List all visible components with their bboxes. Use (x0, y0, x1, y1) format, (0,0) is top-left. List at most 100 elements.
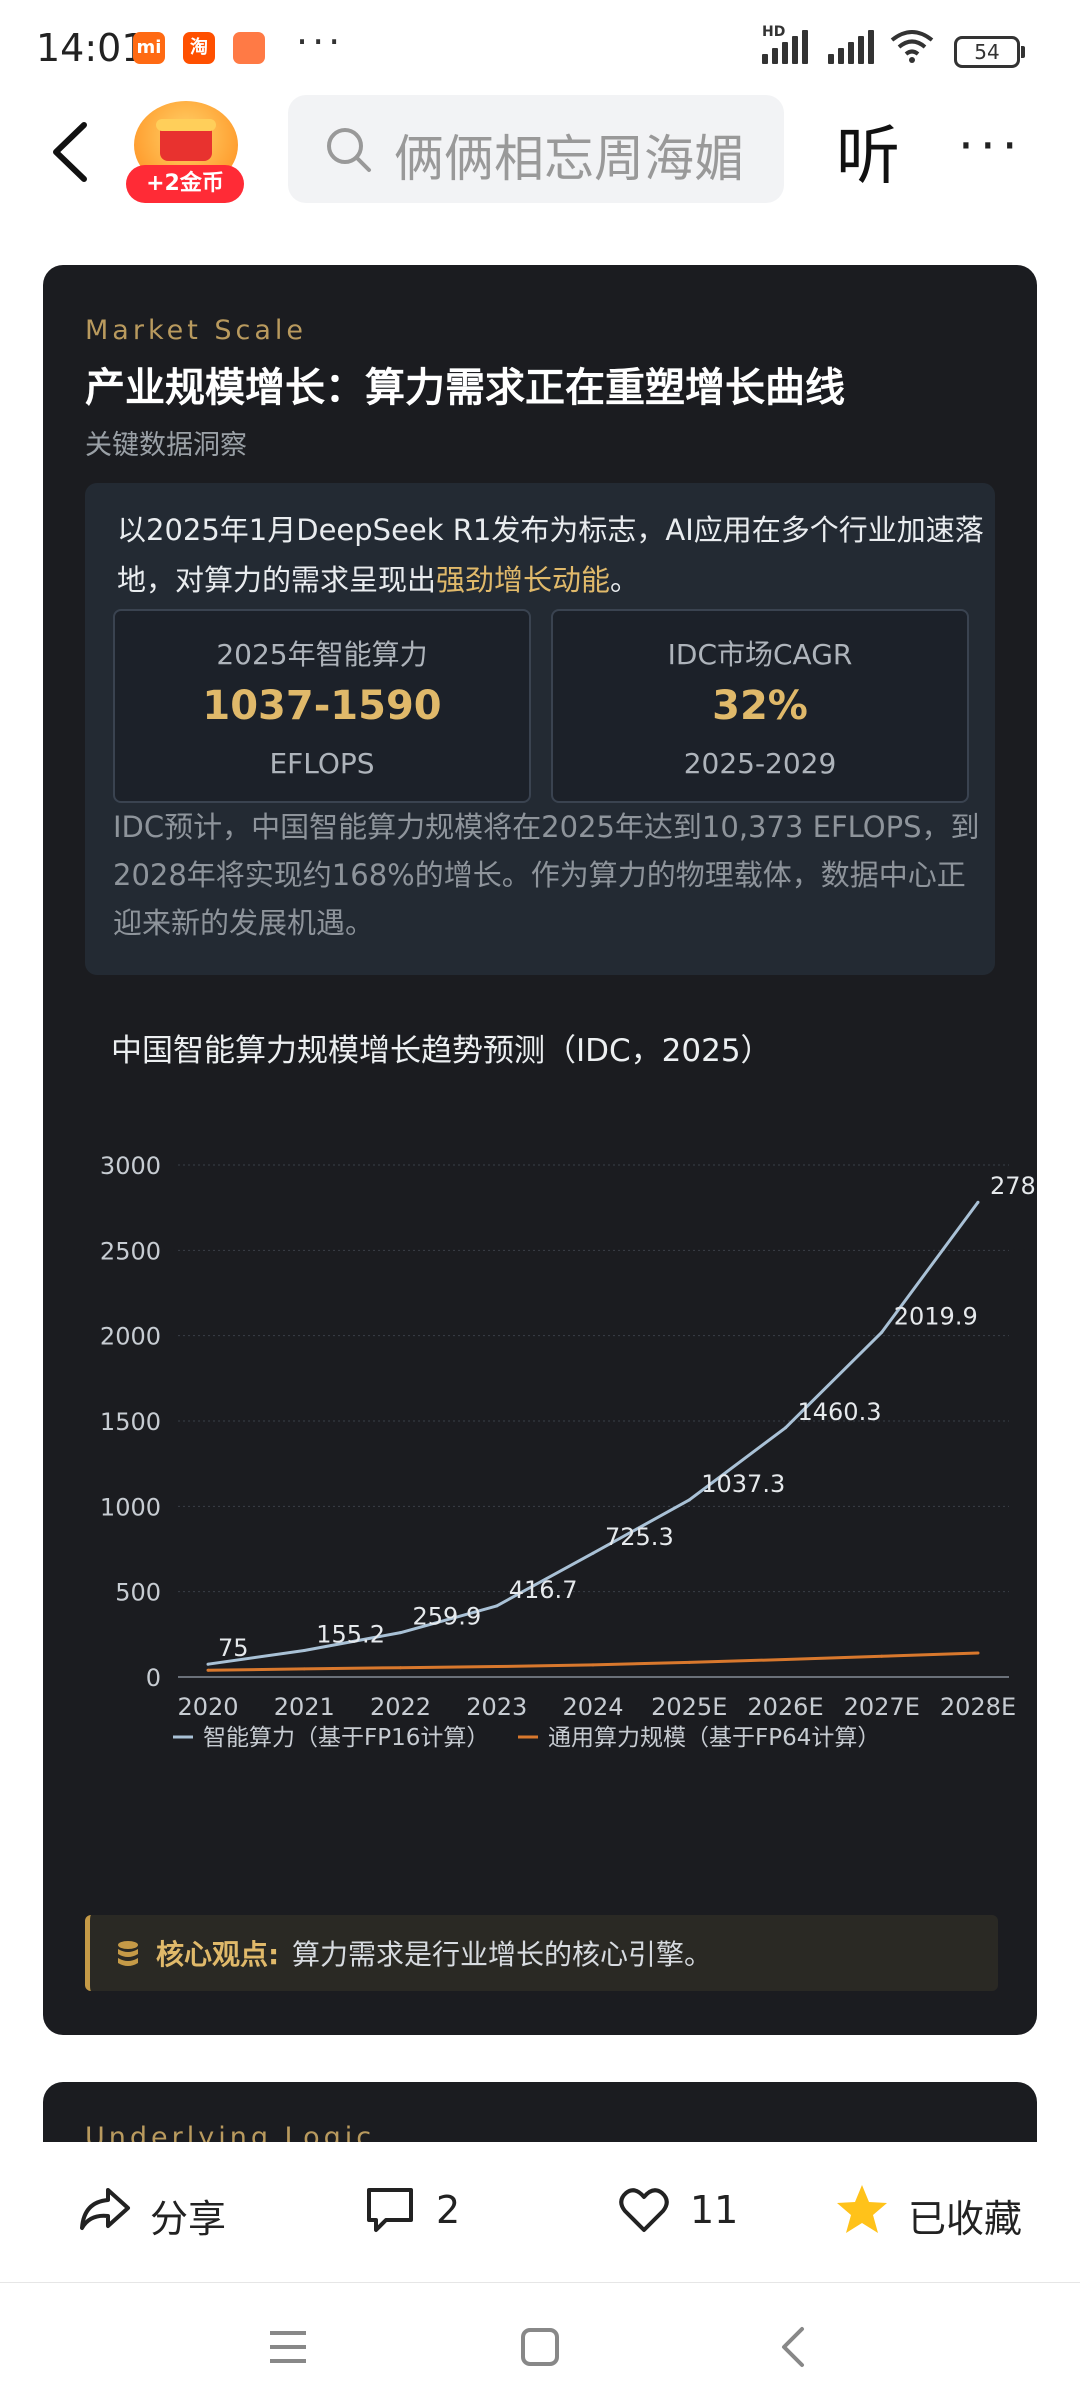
data-point (302, 1667, 306, 1671)
coin-reward-button[interactable]: +2金币 (126, 101, 244, 205)
metric-label: 2025年智能算力 (216, 638, 428, 671)
menu-icon[interactable] (266, 2327, 310, 2367)
search-box[interactable]: 俩俩相忘周海媚 (288, 95, 784, 203)
metric-unit: 2025-2029 (683, 747, 837, 780)
database-icon (118, 1941, 138, 1966)
share-label: 分享 (150, 2197, 227, 2241)
x-tick-label: 2025E (651, 1693, 727, 1721)
back-icon[interactable] (42, 117, 102, 187)
x-tick-label: 2020 (177, 1693, 238, 1721)
system-back-icon[interactable] (776, 2325, 810, 2369)
comment-button[interactable]: 2 (364, 2182, 494, 2242)
data-point (399, 1631, 402, 1635)
hd-label: HD (762, 24, 786, 40)
coin-label: +2金币 (126, 165, 244, 203)
insight-intro: 以2025年1月DeepSeek R1发布为标志，AI应用在多个行业加速落地，对… (117, 513, 984, 597)
compute-growth-chart: 0 500 1000 1500 2000 2500 3000 2020 2021 2022 2023… (100, 1152, 1037, 1751)
data-point (687, 1498, 691, 1502)
section-eyebrow: Market Scale (85, 315, 308, 346)
metric-card-compute: 2025年智能算力 1037-1590 EFLOPS (113, 609, 531, 803)
y-tick-label: 0 (146, 1664, 161, 1692)
search-icon (327, 128, 371, 172)
insight-note: IDC预计，中国智能算力规模将在2025年达到10,373 EFLOPS，到20… (113, 810, 980, 940)
bottom-action-bar: 分享 2 11 已收藏 (0, 2142, 1080, 2283)
data-point (687, 1660, 691, 1664)
data-point (206, 1662, 210, 1666)
data-point (784, 1426, 787, 1430)
shopping-app-icon (233, 32, 265, 64)
home-icon[interactable] (518, 2325, 562, 2369)
metric-value: 32% (712, 683, 808, 729)
legend-label: 通用算力规模（基于FP64计算） (548, 1725, 880, 1751)
data-point (591, 1663, 595, 1667)
data-label: 75 (218, 1634, 249, 1662)
comment-icon (367, 2188, 413, 2232)
data-label: 155.2 (316, 1621, 385, 1649)
next-article-card: Underlying Logic (43, 2082, 1037, 2142)
listen-button[interactable]: 听 (836, 120, 900, 194)
callout-text: 算力需求是行业增长的核心引擎。 (292, 1938, 713, 1971)
more-menu-icon[interactable]: ··· (958, 117, 1024, 175)
metric-value: 1037-1590 (202, 683, 442, 729)
data-label: 725.3 (605, 1523, 674, 1551)
system-nav-bar (0, 2283, 1080, 2408)
collect-label: 已收藏 (908, 2197, 1023, 2241)
data-point (880, 1330, 884, 1334)
wifi-icon (890, 30, 934, 63)
insight-paragraph: 以2025年1月DeepSeek R1发布为标志，AI应用在多个行业加速落地，对… (117, 505, 997, 605)
data-label: 1460.3 (798, 1398, 882, 1426)
data-point (495, 1665, 499, 1669)
star-icon (837, 2185, 887, 2233)
metric-label: IDC市场CAGR (667, 638, 853, 671)
insight-end: 。 (610, 563, 640, 597)
battery-icon: 54 (954, 36, 1025, 68)
chart-title: 中国智能算力规模增长趋势预测（IDC，2025） (111, 1033, 772, 1069)
y-tick-label: 3000 (100, 1152, 161, 1180)
series-line-2 (207, 1651, 979, 1672)
y-tick-label: 1000 (100, 1493, 161, 1521)
top-nav: +2金币 俩俩相忘周海媚 听 ··· (0, 95, 1080, 215)
section-title: 产业规模增长：算力需求正在重塑增长曲线 (85, 365, 845, 411)
data-label: 1037.3 (701, 1470, 785, 1498)
insight-panel: 以2025年1月DeepSeek R1发布为标志，AI应用在多个行业加速落地，对… (85, 483, 995, 975)
data-point (784, 1658, 787, 1662)
heart-icon (619, 2188, 669, 2232)
y-tick-label: 2500 (100, 1237, 161, 1265)
data-label: 2781.9 (990, 1172, 1037, 1200)
share-icon (80, 2188, 130, 2230)
data-label: 259.9 (413, 1603, 482, 1631)
x-tick-label: 2021 (274, 1693, 335, 1721)
y-tick-label: 2000 (100, 1323, 161, 1351)
series-line-1 (207, 1201, 980, 1666)
status-right: HD 54 (762, 24, 1042, 68)
section-subtitle: 关键数据洞察 (85, 430, 247, 461)
legend-label: 智能算力（基于FP16计算） (203, 1725, 489, 1751)
y-tick-label: 1500 (100, 1408, 161, 1436)
metric-unit: EFLOPS (269, 747, 375, 780)
signal-icon-2 (828, 28, 888, 64)
data-label: 416.7 (509, 1576, 578, 1604)
x-tick-label: 2023 (466, 1693, 527, 1721)
signal-icon (762, 28, 822, 64)
data-point (302, 1649, 306, 1653)
share-button[interactable]: 分享 (78, 2182, 258, 2242)
like-button[interactable]: 11 (618, 2182, 748, 2242)
data-point (495, 1604, 499, 1608)
data-point (976, 1651, 980, 1655)
status-time: 14:01 (36, 26, 146, 70)
taobao-app-icon: 淘 (183, 32, 215, 64)
data-point (399, 1666, 402, 1670)
data-point (976, 1200, 980, 1204)
metric-card-cagr: IDC市场CAGR 32% 2025-2029 (551, 609, 969, 803)
callout-label: 核心观点: (156, 1938, 280, 1971)
like-count: 11 (690, 2188, 739, 2232)
data-label: 2019.9 (894, 1302, 978, 1330)
next-section-eyebrow: Underlying Logic (85, 2122, 376, 2142)
mi-app-icon: mi (133, 32, 165, 64)
insight-highlight: 强劲增长动能 (436, 563, 611, 597)
notification-more-icon: ··· (296, 20, 345, 64)
collect-button[interactable]: 已收藏 (834, 2182, 1044, 2242)
key-insight-callout: 核心观点: 算力需求是行业增长的核心引擎。 (85, 1915, 998, 1991)
x-tick-label: 2024 (562, 1693, 623, 1721)
x-tick-label: 2026E (747, 1693, 823, 1721)
